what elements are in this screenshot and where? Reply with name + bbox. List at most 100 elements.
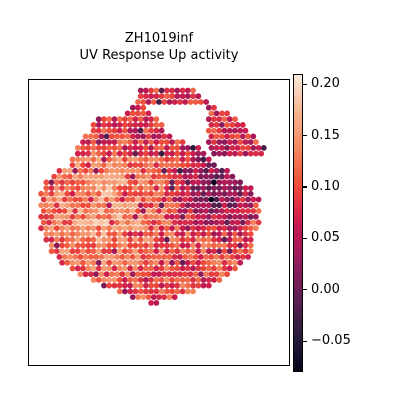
data-spot (106, 236, 113, 243)
data-spot (101, 127, 107, 134)
data-spot (148, 139, 154, 145)
data-spot (150, 254, 157, 260)
data-spot (208, 122, 215, 128)
data-spot (111, 202, 118, 209)
data-spot (116, 242, 123, 249)
data-spot (211, 236, 217, 243)
data-spot (127, 236, 134, 243)
data-spot (85, 139, 92, 145)
data-spot (179, 87, 186, 94)
data-spot (106, 265, 113, 272)
data-spot (90, 162, 97, 168)
data-spot (234, 219, 241, 226)
spatial-spot-plot (38, 87, 267, 306)
data-spot (169, 179, 176, 186)
data-spot (221, 242, 228, 249)
data-spot (158, 87, 165, 94)
data-spot (226, 236, 233, 243)
data-spot (116, 190, 123, 197)
colorbar-tick-mark (303, 237, 307, 239)
data-spot (239, 254, 246, 260)
data-spot (166, 99, 173, 105)
data-spot (106, 162, 113, 168)
data-spot (137, 190, 144, 197)
data-spot (103, 196, 110, 203)
data-spot (164, 236, 170, 243)
data-spot (221, 150, 228, 157)
data-spot (74, 162, 81, 168)
data-spot (213, 167, 220, 174)
data-spot (229, 219, 236, 226)
data-spot (190, 277, 197, 283)
data-spot (111, 156, 118, 163)
data-spot (61, 167, 68, 174)
data-spot (247, 242, 254, 249)
data-spot (156, 167, 162, 174)
data-spot (174, 145, 181, 151)
data-spot (74, 150, 81, 157)
data-spot (171, 271, 178, 278)
data-spot (190, 145, 197, 151)
data-spot (174, 248, 181, 255)
data-spot (242, 242, 249, 249)
data-spot (77, 196, 84, 203)
data-spot (226, 225, 233, 232)
data-spot (164, 225, 170, 232)
data-spot (90, 265, 97, 272)
data-spot (156, 271, 162, 278)
data-spot (95, 185, 102, 191)
data-spot (156, 219, 162, 226)
data-spot (135, 173, 141, 180)
data-spot (237, 179, 244, 186)
data-spot (260, 145, 267, 151)
data-spot (101, 282, 107, 289)
data-spot (111, 225, 118, 232)
data-spot (143, 242, 149, 249)
data-spot (195, 225, 202, 232)
data-spot (101, 162, 107, 168)
data-spot (166, 133, 173, 140)
data-spot (127, 185, 134, 191)
data-spot (116, 236, 123, 243)
data-spot (59, 242, 65, 249)
data-spot (158, 265, 165, 272)
data-spot (179, 156, 186, 163)
data-spot (116, 162, 123, 168)
data-spot (184, 190, 191, 197)
data-spot (111, 277, 118, 283)
data-spot (145, 208, 152, 214)
data-spot (205, 265, 212, 272)
data-spot (164, 139, 170, 145)
data-spot (132, 156, 139, 163)
data-spot (153, 265, 160, 272)
data-spot (88, 133, 94, 140)
data-spot (205, 104, 212, 111)
data-spot (237, 248, 244, 255)
data-spot (111, 282, 118, 289)
data-spot (221, 265, 228, 272)
data-spot (158, 93, 165, 100)
data-spot (72, 173, 79, 180)
data-spot (74, 202, 81, 209)
data-spot (95, 231, 102, 237)
data-spot (101, 116, 107, 123)
data-spot (148, 213, 154, 220)
data-spot (234, 208, 241, 214)
data-spot (232, 179, 238, 186)
data-spot (56, 173, 63, 180)
data-spot (59, 225, 65, 232)
data-spot (116, 179, 123, 186)
data-spot (198, 254, 204, 260)
data-spot (195, 150, 202, 157)
data-spot (106, 259, 113, 266)
data-spot (95, 122, 102, 128)
data-spot (129, 294, 136, 300)
data-spot (145, 254, 152, 260)
data-spot (143, 87, 149, 94)
data-spot (224, 196, 231, 203)
data-spot (132, 242, 139, 249)
data-spot (80, 150, 86, 157)
data-spot (101, 242, 107, 249)
data-spot (95, 248, 102, 255)
data-spot (48, 202, 55, 209)
